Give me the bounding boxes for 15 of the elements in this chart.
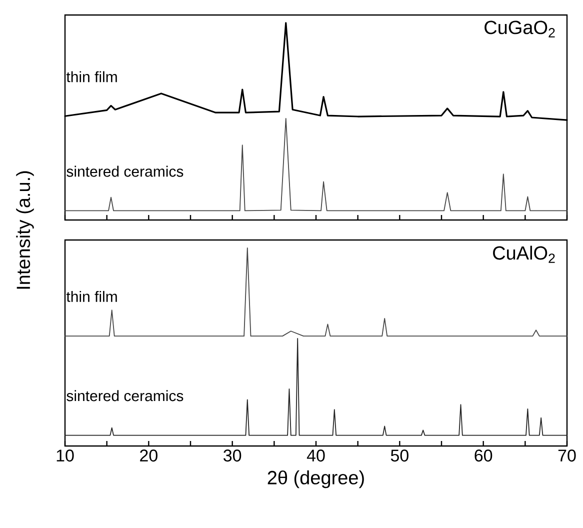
x-tick-label: 40 xyxy=(306,450,325,462)
x-tick-label: 70 xyxy=(558,450,576,462)
chart-title: CuAlO$_{2}$ xyxy=(493,246,555,263)
x-tick-label: 30 xyxy=(224,450,242,462)
series-label: sintered ceramics xyxy=(66,166,184,177)
x-axis-title: 2θ (degree) xyxy=(268,470,364,488)
chart-title: CuGaO$_{2}$ xyxy=(484,20,555,38)
x-tick-label: 10 xyxy=(56,450,74,462)
y-axis-title: Intensity (a.u.) xyxy=(16,171,34,289)
x-tick-label: 60 xyxy=(474,450,492,462)
series-label: thin film xyxy=(66,290,117,302)
x-tick-label: 50 xyxy=(390,450,408,462)
text: sintered ceramics xyxy=(66,390,184,402)
series-label: thin film xyxy=(66,71,117,82)
x-tick-label: 20 xyxy=(140,450,158,462)
